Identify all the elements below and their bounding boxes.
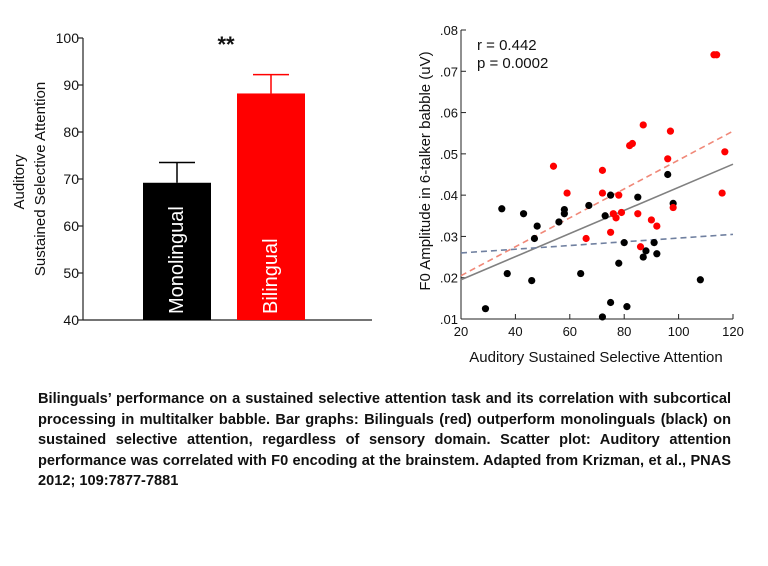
point-bilingual [653,223,660,230]
scatter-chart: F0 Amplitude in 6-talker babble (uV) Aud… [417,23,744,366]
bar-y-tick-label: 50 [63,265,79,281]
point-monolingual [531,235,538,242]
bar-y-tick-label: 100 [56,30,80,46]
scatter-x-tick-label: 80 [617,324,631,339]
bar-y-ticks: 40 50 60 70 80 90 100 [56,30,83,328]
point-monolingual [640,253,647,260]
point-bilingual [599,189,606,196]
point-monolingual [520,210,527,217]
point-bilingual [607,229,614,236]
correlation-r: r = 0.442 [477,37,537,54]
scatter-y-tick-label: .02 [440,271,458,286]
scatter-y-ticks: .01.02.03.04.05.06.07.08 [440,23,466,327]
bar-ylabel-line1: Auditory [11,154,28,210]
scatter-y-tick-label: .06 [440,106,458,121]
scatter-points [482,51,729,320]
scatter-x-tick-label: 20 [454,324,468,339]
point-monolingual [504,270,511,277]
point-bilingual [640,121,647,128]
point-bilingual [629,140,636,147]
point-bilingual [670,204,677,211]
point-monolingual [602,212,609,219]
point-monolingual [664,171,671,178]
regression-line-monolingual [461,234,733,253]
bar-marks: Monolingual Bilingual [143,75,305,320]
scatter-y-tick-label: .03 [440,229,458,244]
point-bilingual [618,209,625,216]
point-monolingual [697,276,704,283]
point-bilingual [664,155,671,162]
scatter-y-tick-label: .05 [440,147,458,162]
point-monolingual [561,210,568,217]
point-bilingual [634,210,641,217]
regression-line-bilingual [461,131,733,276]
scatter-x-ticks: 20 40 60 80 100 120 [454,314,744,339]
bar-ylabel-line2: Sustained Selective Attention [32,82,49,276]
figure: Auditory Sustained Selective Attention 4… [0,0,768,380]
correlation-p: p = 0.0002 [477,55,548,72]
point-monolingual [653,250,660,257]
regression-line-all [461,164,733,280]
scatter-x-tick-label: 40 [508,324,522,339]
point-monolingual [534,223,541,230]
point-monolingual [482,305,489,312]
point-bilingual [583,235,590,242]
point-monolingual [555,218,562,225]
point-monolingual [607,299,614,306]
point-monolingual [607,192,614,199]
scatter-x-tick-label: 60 [563,324,577,339]
bar-chart: Auditory Sustained Selective Attention 4… [11,30,372,328]
point-bilingual [615,192,622,199]
point-monolingual [498,205,505,212]
scatter-y-tick-label: .04 [440,188,458,203]
scatter-xlabel: Auditory Sustained Selective Attention [469,349,723,366]
point-monolingual [585,202,592,209]
bar-y-tick-label: 70 [63,171,79,187]
point-monolingual [528,277,535,284]
scatter-y-tick-label: .08 [440,23,458,38]
bar-y-tick-label: 60 [63,218,79,234]
bar-y-tick-label: 40 [63,312,79,328]
point-monolingual [615,260,622,267]
scatter-y-tick-label: .07 [440,64,458,79]
bar-y-tick-label: 90 [63,77,79,93]
point-monolingual [621,239,628,246]
point-monolingual [634,194,641,201]
scatter-x-tick-label: 100 [668,324,690,339]
point-bilingual [667,128,674,135]
bar-label-monolingual: Monolingual [166,206,188,314]
point-monolingual [599,313,606,320]
point-bilingual [721,148,728,155]
bar-y-tick-label: 80 [63,124,79,140]
point-monolingual [577,270,584,277]
scatter-x-tick-label: 120 [722,324,744,339]
bar-label-bilingual: Bilingual [260,238,282,314]
point-monolingual [651,239,658,246]
point-bilingual [713,51,720,58]
significance-marker: ** [217,32,235,57]
point-bilingual [550,163,557,170]
point-bilingual [612,214,619,221]
point-bilingual [637,243,644,250]
scatter-ylabel: F0 Amplitude in 6-talker babble (uV) [417,51,434,290]
point-monolingual [623,303,630,310]
figure-caption: Bilinguals’ performance on a sustained s… [38,389,731,492]
point-bilingual [719,189,726,196]
point-bilingual [563,189,570,196]
point-bilingual [599,167,606,174]
point-bilingual [648,216,655,223]
